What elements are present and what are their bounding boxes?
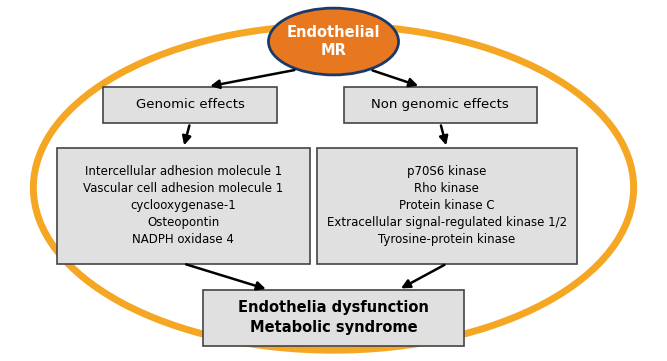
Text: p70S6 kinase
Rho kinase
Protein kinase C
Extracellular signal-regulated kinase 1: p70S6 kinase Rho kinase Protein kinase C… xyxy=(327,165,567,246)
FancyBboxPatch shape xyxy=(57,148,310,264)
FancyBboxPatch shape xyxy=(344,87,537,123)
Text: Genomic effects: Genomic effects xyxy=(135,98,245,111)
Text: Endothelial
MR: Endothelial MR xyxy=(287,25,380,58)
Ellipse shape xyxy=(268,8,399,75)
Text: Non genomic effects: Non genomic effects xyxy=(372,98,509,111)
Text: Endothelia dysfunction
Metabolic syndrome: Endothelia dysfunction Metabolic syndrom… xyxy=(238,300,429,335)
FancyBboxPatch shape xyxy=(203,290,464,345)
FancyBboxPatch shape xyxy=(103,87,277,123)
FancyBboxPatch shape xyxy=(317,148,577,264)
Text: Intercellular adhesion molecule 1
Vascular cell adhesion molecule 1
cyclooxygena: Intercellular adhesion molecule 1 Vascul… xyxy=(83,165,283,246)
